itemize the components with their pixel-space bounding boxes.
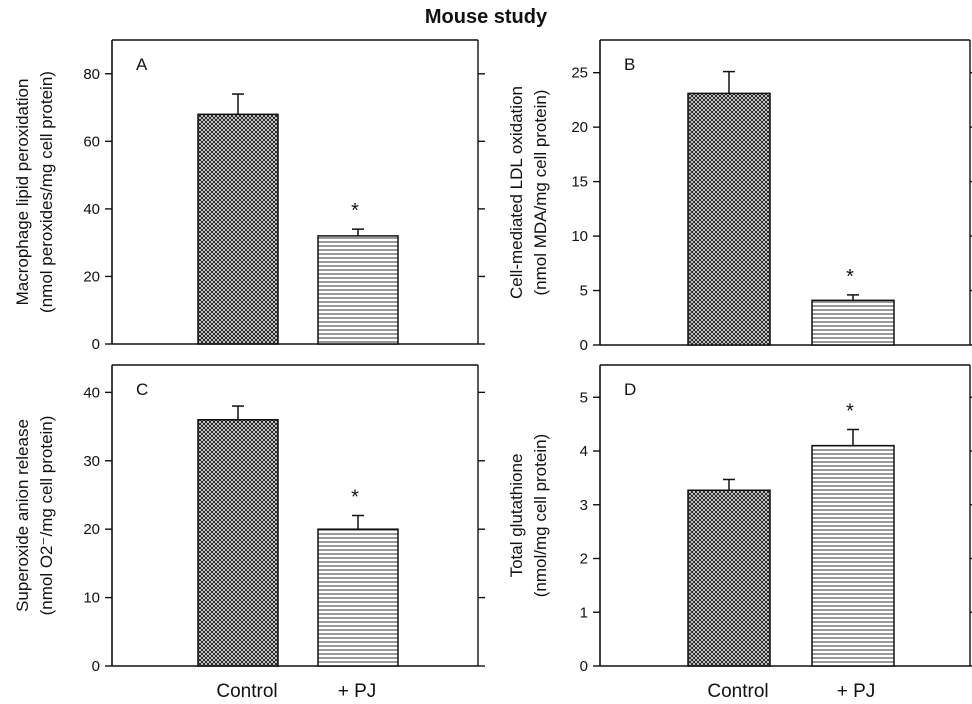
x-category-label-pj-right: + PJ (837, 681, 876, 702)
y-tick-label-b: 5 (580, 283, 588, 300)
bar-a-pj (317, 235, 399, 345)
bar-d-control (687, 489, 771, 667)
y-axis-label-b: Cell-mediated LDL oxidation (507, 86, 526, 299)
figure-title: Mouse study (424, 6, 548, 28)
y-tick-label-b: 10 (571, 228, 588, 245)
bar-b-control (687, 92, 771, 346)
x-category-label-control-right: Control (707, 681, 768, 702)
panel-letter-c: C (136, 380, 148, 399)
panel-letter-d: D (624, 380, 636, 399)
y-tick-label-a: 80 (83, 66, 100, 83)
panel-letter-a: A (136, 55, 148, 74)
y-tick-label-a: 60 (83, 133, 100, 150)
chart-panel-b: 0 5 10 15 20 25 Cell-mediated LDL oxidation (nm… (507, 39, 972, 354)
y-tick-label-a: 20 (83, 268, 100, 285)
panel-letter-b: B (624, 55, 635, 74)
y-tick-label-a: 40 (83, 201, 100, 218)
y-tick-label-d: 4 (580, 443, 588, 460)
chart-panel-a: 0 20 40 60 80 Macrophage lipid peroxidation (n… (13, 39, 485, 353)
x-category-label-pj-left: + PJ (338, 681, 377, 702)
y-tick-label-c: 40 (83, 384, 100, 401)
significance-marker-c: * (351, 487, 359, 509)
bar-d-pj (811, 444, 895, 667)
chart-panel-d: 0 1 2 3 4 5 Total glutathione (nmol/mg cell pro… (507, 364, 972, 675)
y-tick-label-b: 25 (571, 65, 588, 82)
y-tick-label-d: 2 (580, 551, 588, 568)
bar-c-pj (317, 528, 399, 667)
y-tick-label-b: 15 (571, 174, 588, 191)
significance-marker-b: * (846, 266, 854, 288)
y-tick-label-c: 30 (83, 453, 100, 470)
bar-c-control (197, 418, 279, 667)
y-tick-label-c: 10 (83, 590, 100, 607)
y-axis-label-d: Total glutathione (507, 454, 526, 578)
bar-b-pj (811, 299, 895, 346)
y-tick-label-b: 0 (580, 337, 588, 354)
y-axis-label-c: Superoxide anion release (13, 419, 32, 612)
y-tick-label-a: 0 (92, 336, 100, 353)
y-tick-label-d: 3 (580, 497, 588, 514)
bar-a-control (197, 113, 279, 345)
x-category-label-control-left: Control (216, 681, 277, 702)
y-tick-label-c: 0 (92, 658, 100, 675)
y-tick-label-d: 0 (580, 658, 588, 675)
y-tick-label-d: 5 (580, 389, 588, 406)
y-axis-label-a: Macrophage lipid peroxidation (13, 79, 32, 306)
y-axis-unit-label-d: (nmol/mg cell protein) (531, 434, 550, 597)
y-axis-unit-label-c: (nmol O2⁻/mg cell protein) (37, 416, 56, 616)
y-tick-label-b: 20 (571, 119, 588, 136)
significance-marker-d: * (846, 401, 854, 423)
y-axis-unit-label-b: (nmol MDA/mg cell protein) (531, 90, 550, 296)
y-axis-unit-label-a: (nmol peroxides/mg cell protein) (37, 71, 56, 313)
y-tick-label-d: 1 (580, 604, 588, 621)
y-tick-label-c: 20 (83, 521, 100, 538)
significance-marker-a: * (351, 200, 359, 222)
chart-panel-c: 0 10 20 30 40 Superoxide anion release (nmol O… (13, 364, 485, 675)
